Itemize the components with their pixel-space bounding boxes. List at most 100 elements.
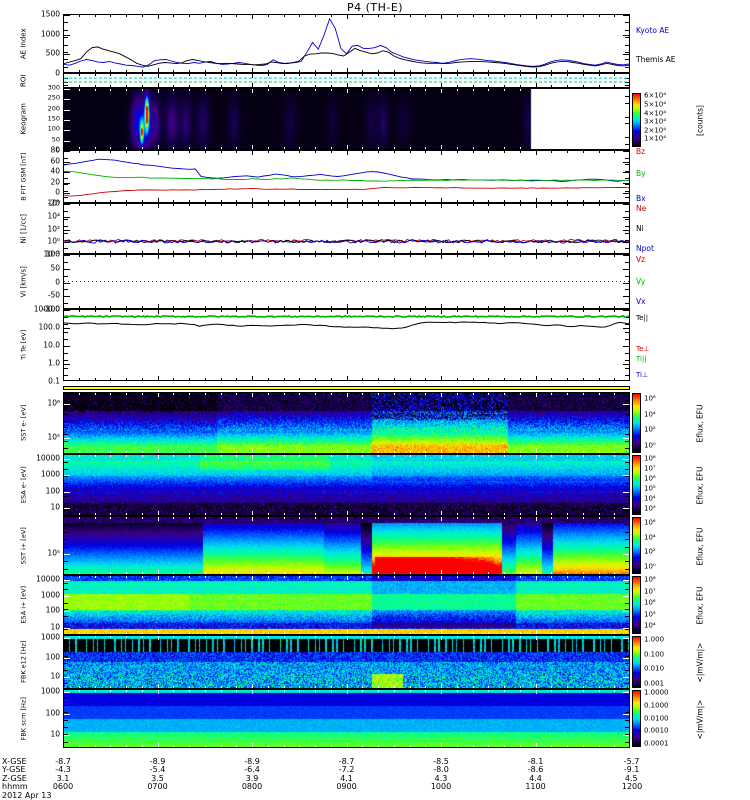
axis-tick <box>173 310 174 312</box>
axis-tick <box>520 513 521 515</box>
ytick-esa_e: 1000 <box>40 469 60 479</box>
axis-tick <box>110 204 111 206</box>
axis-tick <box>567 690 568 692</box>
axis-tick <box>625 469 629 470</box>
legend-bfit-1: By <box>636 169 646 179</box>
axis-tick <box>625 427 629 428</box>
axis-tick <box>95 204 96 206</box>
axis-value-x_gse: -8.1 <box>527 757 544 766</box>
spectrogram-esa_i <box>64 576 629 634</box>
axis-tick <box>625 670 629 671</box>
axis-tick <box>268 572 269 574</box>
axis-tick <box>362 151 363 153</box>
axis-tick <box>473 393 474 395</box>
colorbar-unit-fbk_e12: <|mV/m|> <box>695 642 705 683</box>
axis-tick <box>189 255 190 257</box>
axis-tick <box>583 15 584 17</box>
axis-tick <box>410 15 411 17</box>
axis-tick <box>457 451 458 453</box>
axis-tick <box>64 375 68 376</box>
axis-tick <box>614 686 615 688</box>
axis-major-tick <box>64 580 70 581</box>
axis-major-tick <box>623 658 629 659</box>
series-line <box>64 46 629 68</box>
axis-tick <box>378 147 379 149</box>
axis-tick <box>126 255 127 257</box>
axis-tick <box>64 483 68 484</box>
axis-tick <box>268 306 269 308</box>
axis-tick <box>362 89 363 91</box>
axis-tick <box>268 70 269 72</box>
axis-tick <box>64 191 68 192</box>
axis-tick <box>142 89 143 91</box>
ytick-keogram: 100 <box>47 124 60 133</box>
legend-ae-0: Kyoto AE <box>636 25 670 35</box>
axis-tick <box>158 511 159 515</box>
axis-tick <box>457 204 458 206</box>
axis-tick <box>299 572 300 574</box>
axis-tick <box>378 513 379 515</box>
axis-tick <box>126 378 127 380</box>
axis-tick <box>63 449 64 453</box>
colorbar-label-keogram-5: 1×10⁴ <box>644 134 667 143</box>
axis-tick <box>158 145 159 149</box>
axis-major-tick <box>623 89 629 90</box>
axis-tick <box>473 147 474 149</box>
axis-tick <box>236 251 237 253</box>
axis-tick <box>79 513 80 515</box>
axis-tick <box>583 147 584 149</box>
axis-tick <box>410 74 411 76</box>
legend-vi-0: Vz <box>636 254 646 264</box>
ytick-fbk_e12: 1000 <box>40 632 60 642</box>
axis-tick <box>441 74 442 78</box>
axis-tick <box>315 451 316 453</box>
axis-tick <box>315 636 316 638</box>
axis-tick <box>236 151 237 153</box>
axis-tick <box>520 690 521 692</box>
axis-tick <box>126 745 127 747</box>
axis-tick <box>284 455 285 457</box>
axis-tick <box>599 636 600 638</box>
axis-tick <box>64 52 68 53</box>
axis-tick <box>142 15 143 17</box>
axis-tick <box>599 255 600 257</box>
axis-tick <box>362 204 363 206</box>
axis-tick <box>63 517 64 521</box>
axis-tick <box>583 306 584 308</box>
axis-tick <box>299 393 300 395</box>
axis-tick <box>625 191 629 192</box>
axis-tick <box>378 686 379 688</box>
axis-tick <box>394 745 395 747</box>
axis-value-hhmm: 0800 <box>241 782 263 792</box>
axis-tick <box>252 743 253 747</box>
axis-tick <box>284 85 285 87</box>
axis-tick <box>64 67 68 68</box>
ytick-esa_i: 100 <box>45 605 60 615</box>
axis-major-tick <box>623 554 629 555</box>
axis-tick <box>221 85 222 87</box>
axis-tick <box>268 85 269 87</box>
axis-tick <box>473 310 474 312</box>
axis-tick <box>614 455 615 457</box>
axis-tick <box>173 151 174 153</box>
axis-tick <box>347 376 348 380</box>
axis-tick <box>551 686 552 688</box>
axis-major-tick <box>623 735 629 736</box>
axis-tick <box>625 226 629 227</box>
axis-tick <box>268 200 269 202</box>
axis-tick <box>457 310 458 312</box>
colorbar-label-esa_i-0: 10⁸ <box>644 575 656 584</box>
axis-tick <box>394 74 395 76</box>
axis-tick <box>504 690 505 692</box>
axis-major-tick <box>64 492 70 493</box>
colorbar-label-keogram-4: 2×10⁴ <box>644 126 667 135</box>
axis-tick <box>158 15 159 19</box>
axis-tick <box>488 151 489 153</box>
axis-tick <box>158 198 159 202</box>
axis-tick <box>378 745 379 747</box>
axis-tick <box>473 251 474 253</box>
axis-tick <box>457 251 458 253</box>
axis-tick <box>236 147 237 149</box>
axis-value-z_gse: 4.1 <box>340 773 353 783</box>
axis-major-tick <box>64 638 70 639</box>
